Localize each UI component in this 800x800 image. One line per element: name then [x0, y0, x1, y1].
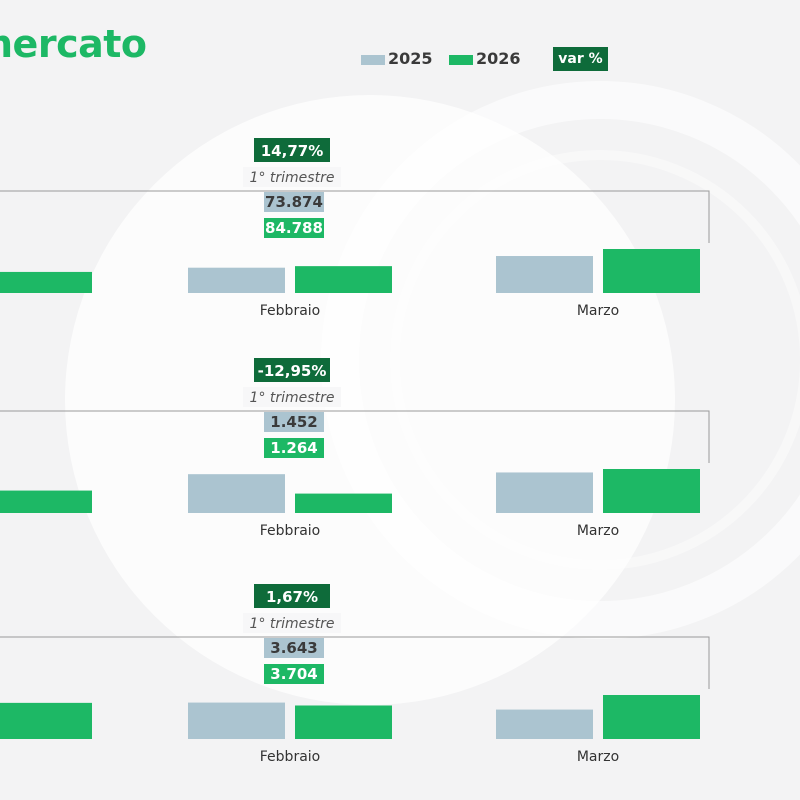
- var-badge: [254, 358, 330, 382]
- bar-2026: [295, 705, 392, 739]
- total-2026-box: [264, 438, 324, 458]
- bar-2025: [188, 267, 285, 293]
- bar-2025: [188, 474, 285, 513]
- var-badge: [254, 138, 330, 162]
- total-2026-label: 1.264: [270, 439, 317, 457]
- period-label-bg: [243, 613, 341, 633]
- total-2026-box: [264, 218, 324, 238]
- total-2025-box: [264, 412, 324, 432]
- category-label: Febbraio: [260, 523, 320, 539]
- category-label: Marzo: [577, 749, 619, 765]
- period-label: 1° trimestre: [250, 170, 335, 186]
- total-2025-box: [264, 192, 324, 212]
- var-badge-label: -12,95%: [258, 362, 327, 380]
- page-title: nercato: [0, 22, 147, 66]
- bar-2025: [496, 709, 593, 739]
- total-2025-label: 3.643: [270, 639, 317, 657]
- period-label-bg: [243, 387, 341, 407]
- legend-swatch-2025: [361, 55, 385, 65]
- legend-label-2025: 2025: [388, 49, 433, 68]
- bar-2026: [603, 249, 700, 293]
- period-bracket: [0, 636, 710, 689]
- period-bracket: [0, 190, 710, 243]
- bar-2025: [188, 702, 285, 739]
- category-label: Marzo: [577, 303, 619, 319]
- legend-label-2026: 2026: [476, 49, 521, 68]
- legend: 2025 2026 var %: [0, 46, 800, 76]
- period-label: 1° trimestre: [250, 390, 335, 406]
- total-2025-box: [264, 638, 324, 658]
- total-2026-label: 84.788: [265, 219, 323, 237]
- bar-2026: [603, 695, 700, 739]
- total-2026-box: [264, 664, 324, 684]
- var-badge: [254, 584, 330, 608]
- legend-var-badge: var %: [553, 47, 608, 71]
- bar-2026: [0, 702, 92, 739]
- bar-2026: [603, 469, 700, 513]
- total-2025-label: 73.874: [265, 193, 323, 211]
- bar-2025: [496, 472, 593, 513]
- var-badge-label: 14,77%: [261, 142, 323, 160]
- period-label-bg: [243, 167, 341, 187]
- bar-2026: [0, 490, 92, 513]
- period-bracket: [0, 410, 710, 463]
- bar-2026: [0, 271, 92, 293]
- bar-2026: [295, 493, 392, 513]
- category-label: Febbraio: [260, 303, 320, 319]
- total-2025-label: 1.452: [270, 413, 317, 431]
- bar-2026: [295, 266, 392, 293]
- category-label: Marzo: [577, 523, 619, 539]
- total-2026-label: 3.704: [270, 665, 317, 683]
- category-label: Febbraio: [260, 749, 320, 765]
- bar-2025: [496, 256, 593, 293]
- legend-swatch-2026: [449, 55, 473, 65]
- period-label: 1° trimestre: [250, 616, 335, 632]
- var-badge-label: 1,67%: [266, 588, 318, 606]
